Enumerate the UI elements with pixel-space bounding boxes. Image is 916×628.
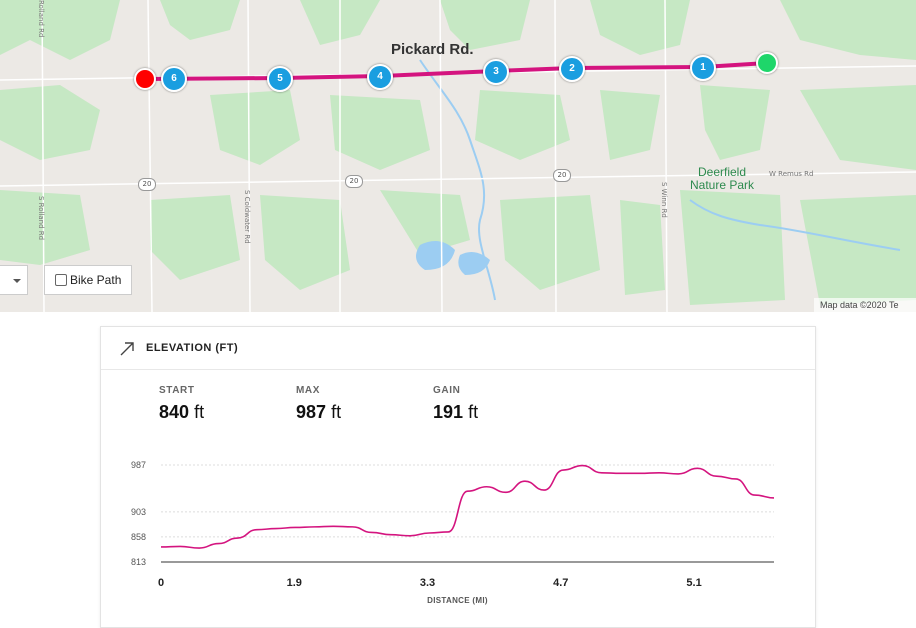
x-axis-label: DISTANCE (MI): [427, 596, 488, 605]
x-tick-label: 3.3: [420, 577, 435, 589]
y-tick-label: 903: [131, 507, 146, 517]
trend-arrow-icon: [120, 342, 134, 356]
map-view[interactable]: Pickard Rd. Deerfield Nature Park W Remu…: [0, 0, 916, 312]
stat-gain: GAIN 191 ft: [433, 385, 478, 423]
bike-path-label: Bike Path: [70, 273, 122, 287]
park-label-line1: Deerfield: [698, 165, 747, 179]
start-marker[interactable]: [756, 52, 778, 74]
park-label: Deerfield Nature Park: [690, 166, 754, 192]
road-label-s-winn: S Winn Rd: [660, 182, 668, 218]
card-title: ELEVATION (FT): [146, 342, 239, 354]
place-label: Pickard Rd.: [391, 41, 474, 58]
map-type-dropdown[interactable]: [0, 265, 28, 295]
stat-label: MAX: [296, 385, 321, 396]
road-label-s-coldwater: S Coldwater Rd: [243, 190, 251, 244]
end-marker[interactable]: [134, 68, 156, 90]
stat-number: 840: [159, 402, 190, 422]
y-tick-label: 858: [131, 532, 146, 542]
road-label-s-rolland: S Rolland Rd: [37, 196, 45, 241]
stat-value: 987 ft: [296, 402, 341, 423]
waypoint-marker-5[interactable]: 5: [267, 66, 293, 92]
stat-label: GAIN: [433, 385, 461, 396]
y-tick-label: 813: [131, 557, 146, 567]
stat-unit: ft: [468, 402, 479, 422]
x-tick-label: 4.7: [553, 577, 568, 589]
bike-path-checkbox[interactable]: [55, 274, 67, 286]
road-label-rolland: Rolland Rd: [37, 0, 45, 38]
stat-unit: ft: [194, 402, 205, 422]
waypoint-marker-3[interactable]: 3: [483, 59, 509, 85]
stat-value: 840 ft: [159, 402, 204, 423]
stat-start: START 840 ft: [159, 385, 204, 423]
stat-label: START: [159, 385, 195, 396]
elevation-line: [160, 464, 775, 549]
x-tick-label: 1.9: [287, 577, 302, 589]
map-attribution: Map data ©2020 Te: [814, 298, 916, 312]
highway-shield: 20: [138, 178, 156, 191]
stat-max: MAX 987 ft: [296, 385, 341, 423]
bike-path-toggle[interactable]: Bike Path: [44, 265, 132, 295]
y-tick-label: 987: [131, 460, 146, 470]
waypoint-marker-2[interactable]: 2: [559, 56, 585, 82]
stat-unit: ft: [331, 402, 342, 422]
highway-shield: 20: [553, 169, 571, 182]
map-canvas: [0, 0, 916, 312]
x-tick-label: 5.1: [686, 577, 701, 589]
road-label-w-remus: W Remus Rd: [769, 170, 814, 178]
x-tick-label: 0: [158, 577, 164, 589]
waypoint-marker-1[interactable]: 1: [690, 55, 716, 81]
waypoint-marker-4[interactable]: 4: [367, 64, 393, 90]
stat-value: 191 ft: [433, 402, 478, 423]
elevation-chart: 987 903 858 813 0 1.9 3.3 4.7 5.1 DISTANCE (MI): [131, 460, 775, 605]
stat-number: 191: [433, 402, 464, 422]
park-label-line2: Nature Park: [690, 178, 755, 192]
route-line: [144, 61, 768, 81]
highway-shield: 20: [345, 175, 363, 188]
elevation-card: ELEVATION (FT) START 840 ft MAX 987 ft G…: [100, 326, 816, 628]
card-header: ELEVATION (FT): [101, 327, 815, 370]
waypoint-marker-6[interactable]: 6: [161, 66, 187, 92]
stat-number: 987: [296, 402, 327, 422]
chevron-down-icon: [13, 279, 21, 283]
